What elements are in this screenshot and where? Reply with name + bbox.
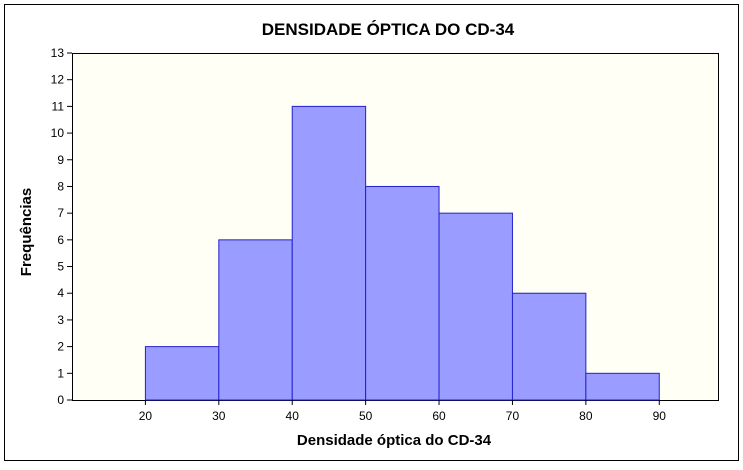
histogram-bar-20-30 xyxy=(144,346,220,401)
y-tick-label: 1 xyxy=(57,366,64,380)
y-tick-label: 4 xyxy=(57,286,64,300)
y-tick-label: 12 xyxy=(51,73,65,87)
x-axis: 20 30 40 50 60 70 80 90 xyxy=(139,400,667,423)
y-tick-label: 2 xyxy=(57,340,64,354)
x-tick-label: 40 xyxy=(286,409,300,423)
x-tick-label: 50 xyxy=(359,409,373,423)
x-tick-label: 20 xyxy=(139,409,153,423)
y-tick-label: 13 xyxy=(51,46,65,60)
histogram-bar-60-70 xyxy=(438,212,513,401)
bars-layer xyxy=(144,105,660,401)
x-tick-label: 80 xyxy=(579,409,593,423)
y-tick-label: 10 xyxy=(51,126,65,140)
y-tick-label: 6 xyxy=(57,233,64,247)
y-axis-label: Frequências xyxy=(18,188,35,276)
x-tick-label: 30 xyxy=(212,409,226,423)
histogram-bar-80-90 xyxy=(585,372,660,401)
histogram-bar-70-80 xyxy=(511,292,587,401)
histogram-bar-40-50 xyxy=(291,105,367,401)
histogram-bar-50-60 xyxy=(365,185,440,401)
y-tick-label: 0 xyxy=(57,393,64,407)
y-tick-label: 5 xyxy=(57,260,64,274)
x-axis-label: Densidade óptica do CD-34 xyxy=(297,432,492,449)
y-tick-label: 9 xyxy=(57,153,64,167)
x-tick-label: 90 xyxy=(653,409,667,423)
y-tick-label: 3 xyxy=(57,313,64,327)
chart-title: DENSIDADE ÓPTICA DO CD-34 xyxy=(262,20,515,39)
histogram-bar-30-40 xyxy=(218,239,293,401)
x-tick-label: 60 xyxy=(432,409,446,423)
y-tick-label: 8 xyxy=(57,179,64,193)
x-tick-label: 70 xyxy=(506,409,520,423)
y-tick-label: 11 xyxy=(52,99,65,113)
y-tick-label: 7 xyxy=(57,206,64,220)
